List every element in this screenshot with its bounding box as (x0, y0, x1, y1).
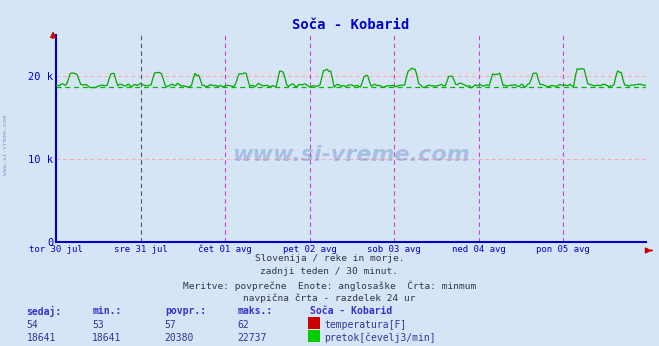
Text: maks.:: maks.: (237, 306, 272, 316)
Text: 54: 54 (26, 320, 38, 330)
Text: 62: 62 (237, 320, 249, 330)
Text: zadnji teden / 30 minut.: zadnji teden / 30 minut. (260, 267, 399, 276)
Title: Soča - Kobarid: Soča - Kobarid (293, 18, 409, 32)
Text: 53: 53 (92, 320, 104, 330)
Text: 22737: 22737 (237, 333, 267, 343)
Text: 57: 57 (165, 320, 177, 330)
Text: www.si-vreme.com: www.si-vreme.com (3, 115, 8, 175)
Text: povpr.:: povpr.: (165, 306, 206, 316)
Text: sedaj:: sedaj: (26, 306, 61, 317)
Text: Meritve: povprečne  Enote: anglosaške  Črta: minmum: Meritve: povprečne Enote: anglosaške Črt… (183, 281, 476, 291)
Text: temperatura[F]: temperatura[F] (324, 320, 407, 330)
Text: min.:: min.: (92, 306, 122, 316)
Text: pretok[čevelj3/min]: pretok[čevelj3/min] (324, 333, 436, 343)
Text: 18641: 18641 (92, 333, 122, 343)
Text: 20380: 20380 (165, 333, 194, 343)
Text: navpična črta - razdelek 24 ur: navpična črta - razdelek 24 ur (243, 294, 416, 303)
Text: www.si-vreme.com: www.si-vreme.com (232, 145, 470, 165)
Text: Slovenija / reke in morje.: Slovenija / reke in morje. (255, 254, 404, 263)
Text: 18641: 18641 (26, 333, 56, 343)
Text: Soča - Kobarid: Soča - Kobarid (310, 306, 392, 316)
